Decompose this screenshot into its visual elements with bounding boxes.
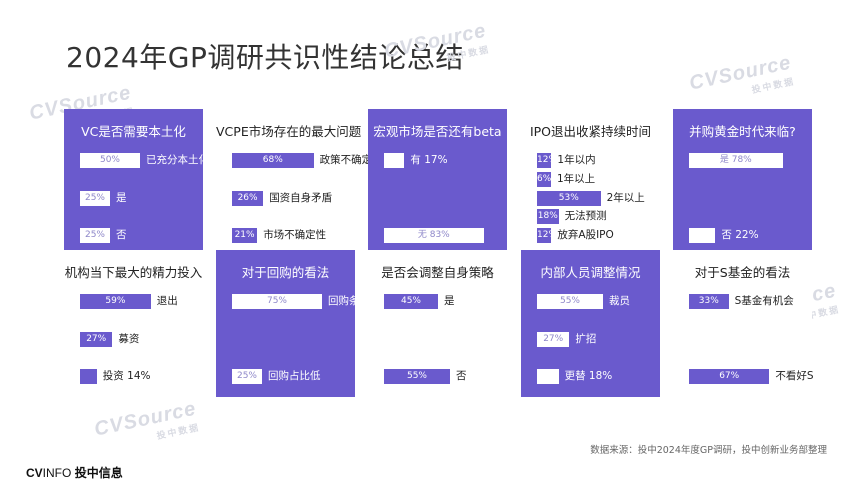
bar-label: 退出 [156,295,178,307]
bar: 50% [80,153,140,168]
chart-title: 内部人员调整情况 [540,265,641,280]
chart-title: VCPE市场存在的最大问题 [216,124,362,139]
bar-label: 是 [444,295,455,307]
chart-title: 对于S基金的看法 [694,265,791,280]
chart-title: 对于回购的看法 [241,265,330,280]
chart-title: 并购黄金时代来临? [689,124,796,139]
bar-label: 募资 [118,332,140,345]
chart-panel: VCPE市场存在的最大问题 68% 政策不确定性 26% 国资自身矛盾 21% 市场不确定性 [216,109,383,256]
bar: 33% [689,294,729,309]
bar: 无 83% [384,228,484,243]
bar: 25% [80,228,110,243]
chart-title: VC是否需要本土化 [81,124,186,139]
chart-panel: 宏观市场是否还有beta 有 17% 无 83% [368,109,507,256]
bar: 18% [537,209,559,225]
chart-title: 是否会调整自身策略 [381,265,494,280]
chart-title: 机构当下最大的精力投入 [64,265,203,280]
chart-panel: 对于回购的看法 75% 回购条款有效 25% 回购占比低 [216,250,391,397]
bar: 55% [384,369,450,384]
bar: 25% [232,369,262,384]
bar-label: 否 22% [721,229,759,241]
bar-label: 放弃A股IPO [557,229,614,241]
bar-label: 不看好S [775,370,814,382]
bar-label: 否 [456,370,467,382]
chart-panel: 是否会调整自身策略 45% 是 55% 否 [368,250,507,397]
bar: 53% [537,190,601,206]
bar: 75% [232,294,322,309]
bar-label: 政策不确定性 [319,154,383,166]
bar-label: 国资自身矛盾 [269,191,333,204]
bar: 59% [80,294,151,309]
bar-label: 已充分本土化 [146,154,209,166]
chart-title: 宏观市场是否还有beta [373,124,502,139]
bar-label: 市场不确定性 [263,229,327,241]
chart-panel: 对于S基金的看法 33% S基金有机会 67% 不看好S [673,250,814,397]
bar-label: 1年以内 [557,154,596,166]
page-title: 2024年GP调研共识性结论总结 [66,41,464,74]
bar: 12% [537,228,557,243]
bar-label: 更替 18% [564,370,613,382]
chart-panel: 并购黄金时代来临? 是 78% 否 22% [673,109,812,256]
bar: 45% [384,294,438,309]
bar-label: 是 [116,191,127,204]
bar-label: 1年以上 [557,172,596,185]
bar: 27% [80,331,113,347]
bar-label: 有 17% [410,154,448,166]
bar [689,228,716,243]
bar: 67% [689,369,770,384]
bar-label: 扩招 [575,332,597,345]
bar: 55% [537,294,603,309]
bar: 68% [232,153,314,168]
bar: 6% [537,171,551,187]
chart-panel: IPO退出收紧持续时间 12% 1年以内 6% 1年以上 53% 2年以上 18% 无法预测 12… [521,109,660,256]
bar-label: 无法预测 [564,210,607,223]
company-logo: CVINFO 投中信息 [26,466,123,480]
chart-panel: 内部人员调整情况 55% 裁员 27% 扩招更替 18% [521,250,660,397]
chart-panel: VC是否需要本土化 50% 已充分本土化 25% 是 25% 否 [64,109,209,256]
bar [80,369,97,384]
bar: 12% [537,153,557,168]
bar: 25% [80,190,110,206]
bar: 是 78% [689,153,783,168]
bar-label: 否 [116,229,127,241]
bar-label: 2年以上 [606,191,645,204]
chart-panel: 机构当下最大的精力投入 59% 退出 27% 募资投资 14% [64,250,203,397]
bar: 27% [537,331,570,347]
bar [537,369,559,384]
bar-label: 裁员 [609,295,630,307]
bar: 21% [232,228,258,243]
source-note: 数据来源：投中2024年度GP调研，投中创新业务部整理 [590,445,827,456]
bar-label: 回购占比低 [268,370,321,382]
bar [384,153,405,168]
bar-label: 投资 14% [102,370,151,382]
bar-label: S基金有机会 [734,295,794,307]
chart-title: IPO退出收紧持续时间 [529,124,652,139]
bar: 26% [232,190,264,206]
